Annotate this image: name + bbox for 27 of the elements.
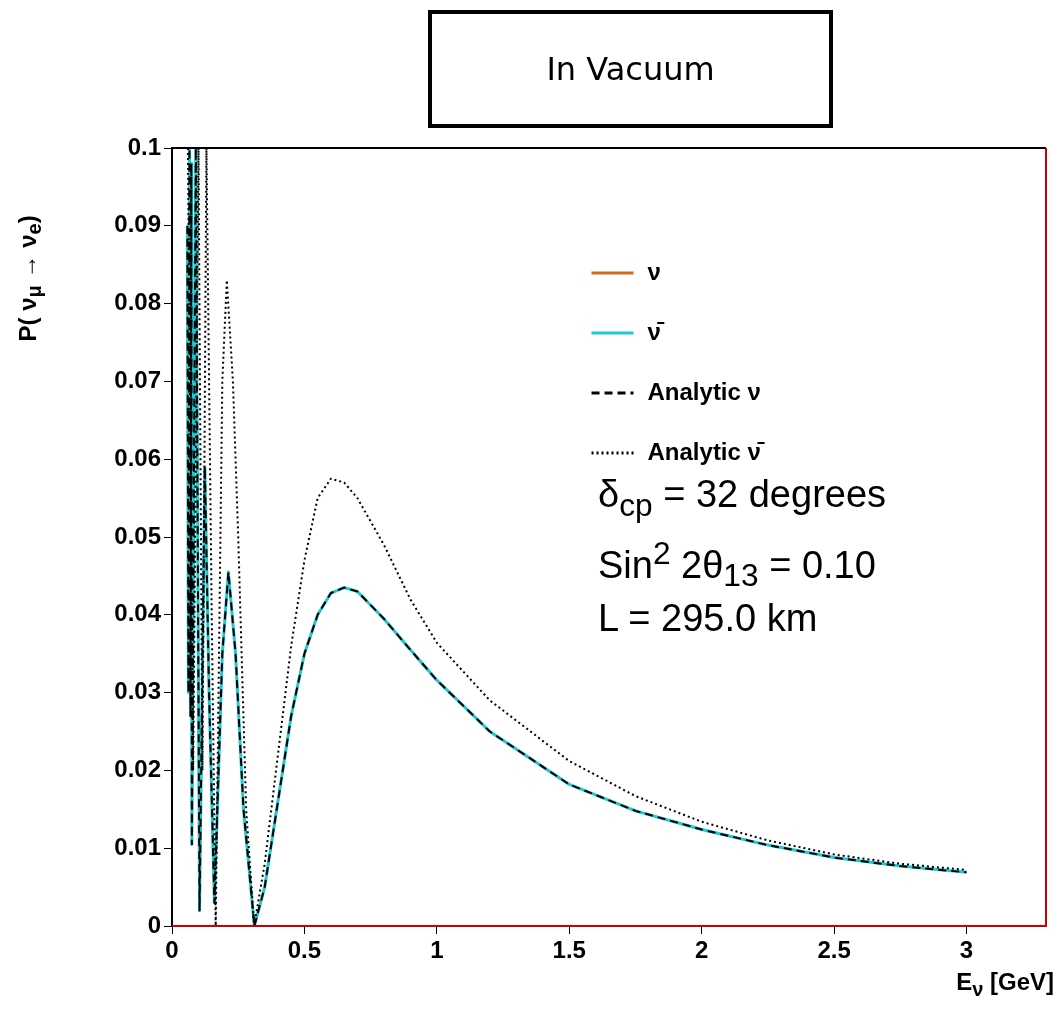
y-tick-label: 0.01	[114, 832, 161, 860]
x-axis-title: E$_{ν}$ [GeV]	[956, 968, 1054, 1001]
y-tick-label: 0.03	[114, 677, 161, 705]
legend-label: ν	[647, 257, 661, 285]
x-tick-label: 2.5	[817, 936, 851, 964]
y-tick-label: 0.1	[127, 132, 161, 160]
x-tick-label: 1.5	[552, 936, 586, 964]
legend-label: Analytic ν̄	[647, 437, 765, 465]
legend-label: ν̄	[647, 317, 665, 345]
x-tick-label: 0	[165, 936, 179, 964]
x-tick-label: 1	[430, 936, 444, 964]
y-tick-label: 0.07	[114, 366, 161, 394]
y-tick-label: 0.08	[114, 288, 161, 316]
annotation: δ$_{cp}$ = 32 degrees	[598, 473, 887, 524]
legend-label: Analytic ν	[647, 377, 761, 405]
y-tick-label: 0.04	[114, 599, 162, 627]
y-tick-label: 0	[147, 910, 161, 938]
x-tick-label: 3	[959, 936, 974, 964]
y-tick-label: 0.05	[114, 521, 161, 549]
x-tick-label: 0.5	[287, 936, 322, 964]
x-tick-label: 2	[695, 936, 709, 964]
chart-title: In Vacuum	[428, 10, 833, 128]
y-tick-label: 0.09	[114, 210, 161, 238]
annotation: Sin$^{2}$ 2θ$_{13}$ = 0.10	[598, 535, 876, 595]
annotation: L = 295.0 km	[598, 597, 818, 640]
y-tick-label: 0.02	[114, 755, 161, 783]
y-tick-label: 0.06	[114, 443, 161, 471]
